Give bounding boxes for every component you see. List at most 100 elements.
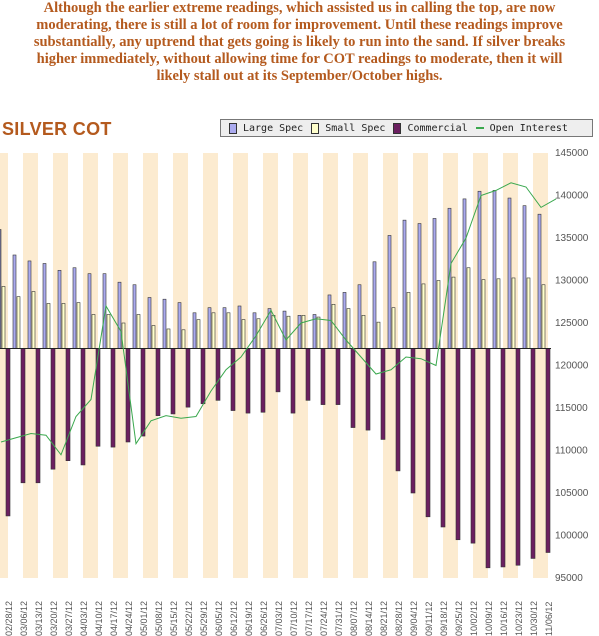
small-spec-bar [481,279,486,349]
commercial-bar [35,348,41,484]
small-spec-bar [361,315,366,349]
x-tick-label: 10/16/12 [499,601,509,636]
commentary-line: moderating, there is still a lot of room… [36,17,563,33]
background-band [203,153,218,578]
commentary-line: Although the earlier extreme readings, w… [43,0,556,16]
large-spec-bar [297,315,302,349]
x-tick-label: 07/31/12 [334,601,344,636]
commercial-bar [470,348,476,544]
legend-item-small-spec: Small Spec [311,122,385,134]
large-spec-bar [132,284,137,349]
large-spec-bar [252,312,257,349]
x-tick-label: 06/12/12 [229,601,239,636]
background-band [173,153,188,578]
small-spec-bar [136,314,141,349]
small-spec-bar [466,267,471,349]
x-tick-label: 08/07/12 [349,601,359,636]
small-spec-bar [496,278,501,349]
background-band [293,153,308,578]
background-band [473,153,488,578]
x-tick-label: 07/03/12 [274,601,284,636]
commercial-bar [200,348,206,405]
x-tick-label: 10/09/12 [484,601,494,636]
y-tick-label: 125000 [555,318,589,329]
large-spec-bar [192,312,197,349]
small-spec-bar [301,315,306,349]
commercial-bar [20,348,26,484]
large-spec-bar [477,190,482,349]
legend-item-open-interest: Open Interest [475,123,568,134]
background-band [323,153,338,578]
background-band [83,153,98,578]
commercial-bar [545,348,551,553]
commercial-bar [260,348,266,413]
large-spec-bar [432,218,437,349]
legend-swatch [311,122,320,134]
large-spec-bar [402,219,407,349]
small-spec-bar [91,314,96,349]
background-band [353,153,368,578]
x-tick-label: 06/19/12 [244,601,254,636]
y-tick-label: 145000 [555,148,589,159]
large-spec-bar [72,267,77,349]
small-spec-bar [316,316,321,349]
small-spec-bar [31,291,36,349]
commercial-bar [320,348,326,405]
x-tick-label: 03/06/12 [19,601,29,636]
large-spec-bar [42,263,47,349]
legend-swatch [393,122,402,134]
commercial-bar [500,348,506,568]
commercial-bar [350,348,356,428]
commercial-bar [305,348,311,401]
x-tick-label: 07/17/12 [304,601,314,636]
x-tick-label: 10/30/12 [529,601,539,636]
y-tick-label: 95000 [555,573,583,584]
x-tick-label: 07/10/12 [289,601,299,636]
commercial-bar [335,348,341,405]
commercial-bar [140,348,146,437]
commercial-bar [440,348,446,528]
large-spec-bar [177,302,182,349]
large-spec-bar [12,254,17,349]
x-tick-label: 08/14/12 [364,601,374,636]
x-tick-label: 04/24/12 [124,601,134,636]
large-spec-bar [462,198,467,349]
small-spec-bar [421,283,426,349]
small-spec-bar [61,303,66,349]
large-spec-bar [357,284,362,349]
commercial-bar [65,348,71,461]
large-spec-bar [87,273,92,349]
large-spec-bar [0,229,2,349]
commercial-bar [395,348,401,472]
large-spec-bar [417,223,422,349]
x-tick-label: 09/25/12 [454,601,464,636]
commercial-bar [485,348,491,569]
x-tick-label: 09/04/12 [409,601,419,636]
commercial-bar [455,348,461,541]
legend-item-large-spec: Large Spec [229,122,303,134]
large-spec-bar [372,261,377,349]
small-spec-bar [106,314,111,349]
commercial-bar [245,348,251,414]
x-tick-label: 05/15/12 [169,601,179,636]
legend-line-swatch [475,127,484,129]
open-interest-line [0,182,557,456]
large-spec-bar [492,190,497,349]
background-band [503,153,518,578]
background-band [383,153,398,578]
small-spec-bar [391,307,396,349]
commercial-bar [155,348,161,416]
x-tick-label: 06/26/12 [259,601,269,636]
commercial-bar [50,348,56,470]
commentary-line: higher immediately, without allowing tim… [36,51,563,67]
commercial-bar [230,348,236,411]
large-spec-bar [117,281,122,349]
small-spec-bar [451,276,456,349]
large-spec-bar [327,294,332,349]
commercial-bar [425,348,431,518]
commercial-bar [530,348,536,559]
x-tick-label: 10/02/12 [469,601,479,636]
large-spec-bar [237,305,242,349]
y-tick-label: 120000 [555,361,589,372]
small-spec-bar [46,303,51,349]
